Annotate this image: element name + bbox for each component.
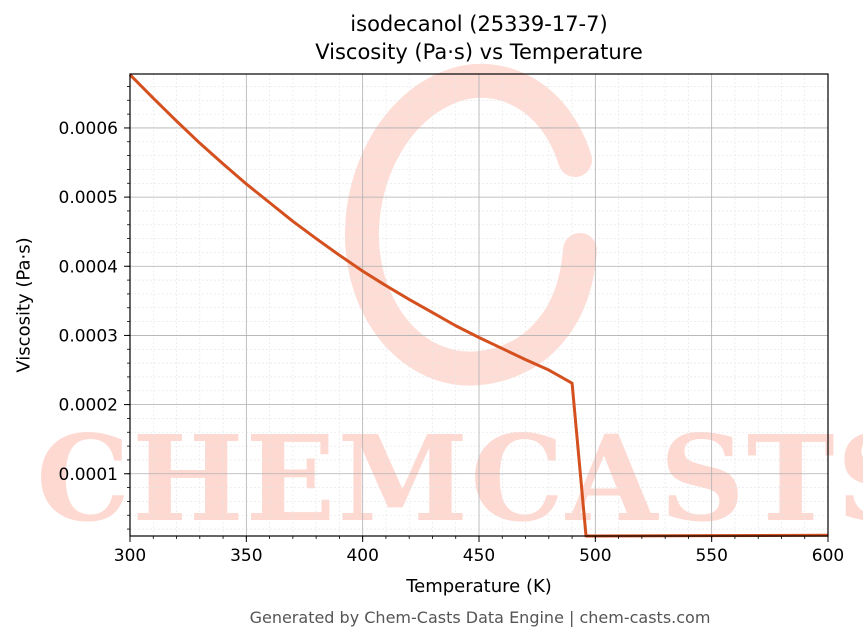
footer-credit: Generated by Chem-Casts Data Engine | ch…: [249, 608, 711, 627]
x-tick-label: 550: [695, 546, 727, 566]
watermark-text: CHEMCASTS: [36, 409, 863, 548]
y-tick-label: 0.0004: [59, 257, 118, 277]
x-tick-label: 600: [812, 546, 844, 566]
x-tick-label: 350: [230, 546, 262, 566]
chart-title: isodecanol (25339-17-7): [350, 12, 608, 36]
chart-subtitle: Viscosity (Pa·s) vs Temperature: [315, 40, 643, 64]
x-tick-label: 450: [463, 546, 495, 566]
series-layer: [128, 73, 829, 538]
x-tick-label: 400: [346, 546, 378, 566]
y-tick-label: 0.0006: [59, 119, 118, 139]
x-tick-label: 300: [114, 546, 146, 566]
watermark-logo: CHEMCASTS: [36, 63, 863, 548]
y-axis-label: Viscosity (Pa·s): [13, 237, 35, 373]
y-tick-label: 0.0002: [59, 396, 118, 416]
y-tick-label: 0.0005: [59, 188, 118, 208]
y-tick-label: 0.0001: [59, 465, 118, 485]
x-axis-label: Temperature (K): [406, 576, 552, 597]
x-tick-label: 500: [579, 546, 611, 566]
axis-ticks: 300 350 400 450 500 550 600 0.0001 0.0002 0.0003 0…: [59, 86, 844, 566]
viscosity-line: [128, 73, 829, 538]
y-tick-label: 0.0003: [59, 326, 118, 346]
watermark-c-ring: [344, 63, 597, 386]
